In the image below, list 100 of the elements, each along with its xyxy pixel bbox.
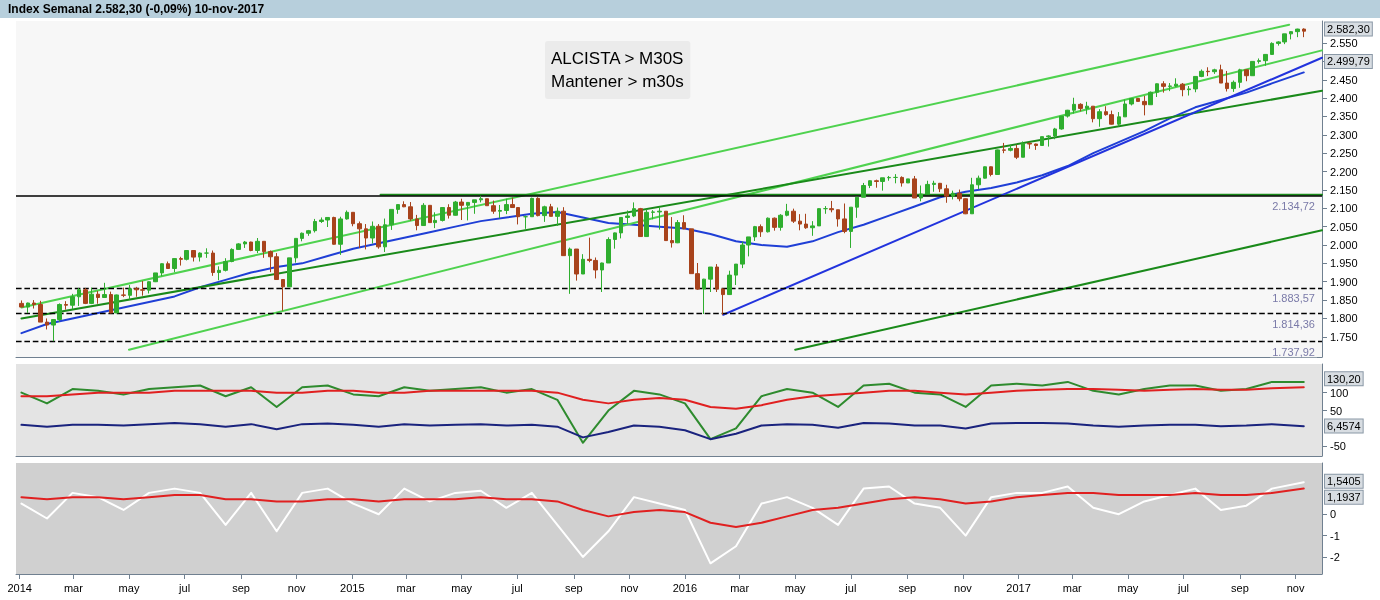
annotation: 1,1937 [1327, 491, 1361, 504]
candlestick [1148, 91, 1153, 106]
candlestick [938, 182, 942, 193]
x-tick-label: jul [1176, 581, 1189, 594]
candlestick [191, 249, 196, 263]
y-tick-label: 1.950 [1330, 257, 1358, 270]
candlestick [504, 198, 509, 215]
candlestick [1174, 77, 1178, 88]
y-tick-label: 2.100 [1330, 202, 1358, 215]
x-tick-label: jul [844, 581, 857, 594]
candlestick [798, 213, 802, 231]
candlestick [734, 263, 738, 286]
candlestick [1117, 111, 1121, 127]
candlestick [1046, 134, 1051, 148]
candlestick [45, 317, 49, 330]
candlestick [466, 201, 470, 221]
candlestick [211, 250, 215, 277]
x-tick-label: mar [396, 581, 416, 594]
y-tick-label: 2.050 [1330, 220, 1358, 233]
candlestick [727, 270, 732, 296]
candlestick [766, 216, 770, 234]
candlestick [778, 213, 783, 232]
y-tick-label: -2 [1330, 550, 1340, 563]
line-series [20, 386, 1305, 410]
candlestick [664, 210, 668, 242]
candlestick [1008, 144, 1013, 152]
candlestick [1168, 82, 1172, 92]
candlestick [715, 263, 719, 293]
candlestick [1085, 101, 1089, 115]
candlestick [708, 266, 713, 293]
candlestick [836, 209, 840, 228]
y-tick-label: 2.350 [1330, 110, 1358, 123]
candlestick [932, 180, 936, 193]
candlestick [613, 232, 617, 250]
candlestick [294, 237, 298, 264]
y-tick-label: 0 [1330, 508, 1337, 521]
candlestick [1302, 27, 1306, 38]
candlestick [568, 247, 572, 295]
candlestick [912, 175, 917, 199]
candlestick [810, 220, 815, 237]
candlestick [1129, 97, 1134, 106]
candlestick [255, 237, 260, 254]
y-tick-label: 100 [1330, 386, 1349, 399]
y-tick-label: -50 [1330, 440, 1346, 453]
candlestick [1040, 136, 1044, 146]
candlestick [925, 180, 930, 195]
candlestick [472, 199, 477, 215]
candlestick [849, 206, 853, 249]
candlestick [70, 293, 75, 310]
candlestick [682, 214, 686, 230]
y-tick-label: 1.900 [1330, 275, 1358, 288]
line-series [20, 481, 1305, 565]
candlestick [753, 225, 757, 242]
candlestick [396, 204, 400, 215]
candlestick [791, 208, 796, 224]
candlestick [581, 253, 585, 275]
candlestick [657, 206, 662, 231]
candlestick [1250, 60, 1255, 77]
candlestick [357, 221, 362, 249]
x-tick-label: nov [954, 581, 973, 594]
candlestick [561, 206, 566, 257]
x-tick-label: mar [1062, 581, 1083, 594]
x-tick-label: nov [620, 581, 639, 594]
candlestick [389, 208, 394, 231]
x-tick-label: jul [510, 581, 523, 594]
x-tick-label: nov [287, 581, 307, 594]
candlestick [1142, 95, 1147, 116]
candlestick [26, 302, 30, 314]
candlestick [77, 287, 81, 307]
candlestick [868, 179, 872, 189]
candlestick [1187, 85, 1191, 97]
candlestick [989, 165, 993, 177]
candlestick [1097, 108, 1102, 128]
annotation: 2.582,30 [1327, 23, 1370, 36]
candlestick [976, 175, 981, 190]
candlestick [861, 182, 866, 198]
candlestick [772, 216, 777, 232]
candlestick [364, 223, 368, 250]
candlestick [523, 215, 528, 230]
candlestick [549, 203, 553, 217]
candlestick [421, 202, 426, 227]
candlestick [855, 196, 859, 219]
candlestick [1027, 142, 1032, 150]
candlestick [433, 211, 437, 229]
y-tick-label: 1.800 [1330, 312, 1358, 325]
x-tick-label: sep [232, 581, 250, 594]
candlestick [376, 223, 381, 250]
candlestick [166, 261, 170, 269]
y-tick-label: 1.850 [1330, 294, 1358, 307]
candlestick [332, 216, 336, 246]
candlestick [606, 236, 611, 264]
candlestick [983, 165, 987, 180]
annotation: 130,20 [1327, 372, 1361, 385]
candlestick [338, 216, 343, 256]
x-tick-label: may [784, 581, 807, 594]
x-tick-label: sep [1231, 581, 1249, 594]
candlestick [1238, 68, 1242, 89]
candlestick [887, 175, 891, 182]
candlestick [919, 185, 923, 202]
candlestick [453, 200, 458, 217]
